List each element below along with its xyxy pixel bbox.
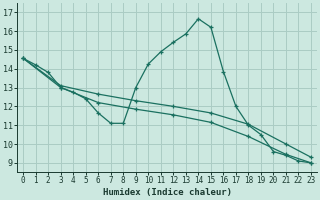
X-axis label: Humidex (Indice chaleur): Humidex (Indice chaleur) — [103, 188, 232, 197]
